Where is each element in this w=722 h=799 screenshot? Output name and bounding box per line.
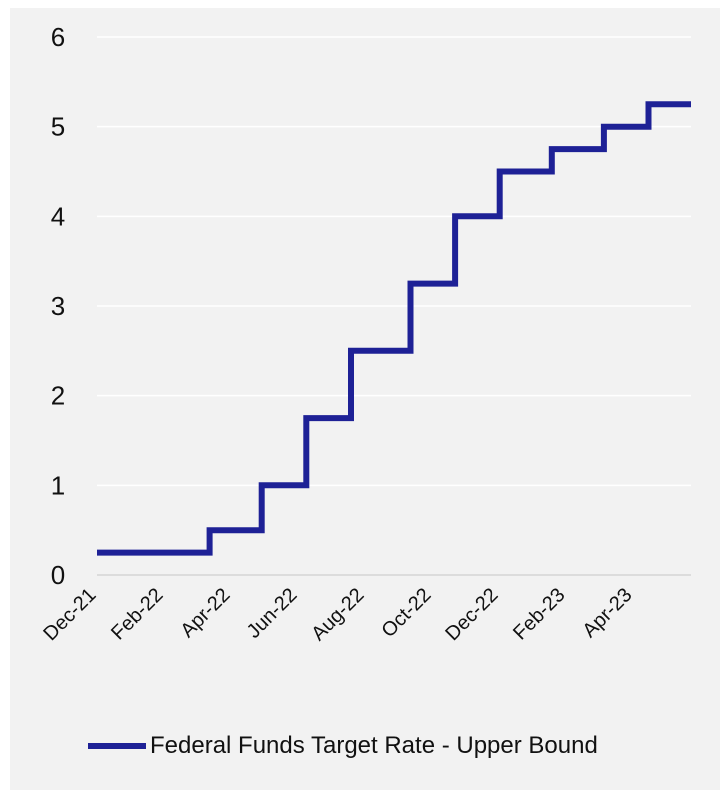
x-tick-label: Feb-22 xyxy=(107,584,167,644)
y-tick-label: 6 xyxy=(51,22,65,52)
x-tick-label: Jun-22 xyxy=(243,584,302,643)
x-axis-ticks: Dec-21 Feb-22 Apr-22 Jun-22 Aug-22 Oct-22 Dec-… xyxy=(39,584,636,645)
legend-swatch xyxy=(88,743,146,749)
y-axis-ticks: 0 1 2 3 4 5 6 xyxy=(51,22,65,590)
y-tick-label: 4 xyxy=(51,201,65,231)
x-tick-label: Dec-21 xyxy=(39,584,100,645)
y-tick-label: 3 xyxy=(51,291,65,321)
legend: Federal Funds Target Rate - Upper Bound xyxy=(88,728,598,764)
series-layer xyxy=(97,101,691,556)
x-tick-label: Apr-22 xyxy=(177,584,235,642)
y-tick-label: 0 xyxy=(51,560,65,590)
x-tick-label: Feb-23 xyxy=(509,584,569,644)
y-tick-label: 5 xyxy=(51,112,65,142)
series-line xyxy=(97,101,691,556)
x-tick-label: Aug-22 xyxy=(307,584,368,645)
grid-lines xyxy=(97,36,691,576)
y-tick-label: 2 xyxy=(51,381,65,411)
legend-label: Federal Funds Target Rate - Upper Bound xyxy=(150,732,598,759)
x-tick-label: Apr-23 xyxy=(579,584,637,642)
x-tick-label: Dec-22 xyxy=(441,584,502,645)
y-tick-label: 1 xyxy=(51,470,65,500)
x-tick-label: Oct-22 xyxy=(378,584,436,642)
